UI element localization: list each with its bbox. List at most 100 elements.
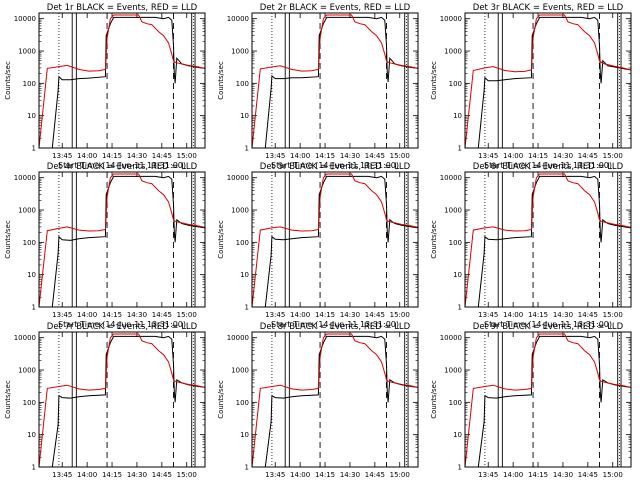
chart-panel: Det 1r BLACK = Events, RED = LLD Counts/s…	[4, 3, 206, 170]
x-tick-label: 14:45	[578, 471, 598, 479]
y-tick-label: 1	[245, 304, 249, 312]
y-tick-label: 1000	[231, 207, 249, 215]
y-tick-label: 10	[27, 112, 36, 120]
y-tick-label: 100	[236, 399, 249, 407]
x-tick-label: 15:00	[177, 471, 197, 479]
x-tick-label: 14:00	[503, 311, 523, 319]
y-tick-label: 10000	[440, 15, 462, 23]
x-tick-label: 13:45	[478, 311, 498, 319]
chart-panel: Det 4r BLACK = Events, RED = LLD Counts/s…	[4, 162, 206, 329]
events-series-line	[252, 335, 418, 467]
x-tick-label: 14:30	[340, 311, 360, 319]
y-tick-label: 10000	[14, 334, 36, 342]
events-series-line	[39, 335, 205, 467]
x-axis-label: Start Time (14-Jun-11 13:31:00)	[271, 320, 399, 329]
x-tick-label: 14:00	[77, 152, 97, 160]
y-tick-label: 10000	[14, 174, 36, 182]
chart-panel: Det 3r BLACK = Events, RED = LLD Counts/s…	[430, 3, 632, 170]
y-tick-label: 100	[236, 80, 249, 88]
events-series-line	[39, 175, 205, 307]
y-tick-label: 10	[453, 112, 462, 120]
y-tick-label: 1	[458, 304, 462, 312]
x-axis-label: Start Time (14-Jun-11 13:31:00)	[271, 161, 399, 170]
plot-frame	[464, 171, 632, 308]
x-tick-label: 13:45	[265, 311, 285, 319]
x-tick-label: 14:45	[152, 311, 172, 319]
plot-frame	[251, 171, 419, 308]
chart-panel: Det 2r BLACK = Events, RED = LLD Counts/s…	[217, 3, 419, 170]
y-tick-label: 1000	[18, 48, 36, 56]
y-tick-label: 100	[236, 239, 249, 247]
y-tick-label: 10000	[227, 174, 249, 182]
y-tick-label: 100	[449, 399, 462, 407]
x-tick-label: 15:00	[603, 471, 623, 479]
events-series-line	[465, 335, 631, 467]
x-tick-label: 14:15	[315, 152, 335, 160]
x-tick-label: 13:45	[478, 152, 498, 160]
lld-series-line	[39, 173, 205, 307]
y-tick-label: 10000	[440, 334, 462, 342]
chart-panel: Det 8r BLACK = Events, RED = LLD Counts/s…	[217, 322, 419, 479]
chart-panel: Det 9r BLACK = Events, RED = LLD Counts/s…	[430, 322, 632, 479]
y-tick-label: 1000	[444, 48, 462, 56]
y-tick-label: 1	[458, 464, 462, 472]
x-tick-label: 14:00	[77, 471, 97, 479]
y-axis-label: Counts/sec	[4, 220, 12, 259]
x-tick-label: 14:45	[578, 311, 598, 319]
x-tick-label: 14:00	[290, 152, 310, 160]
x-tick-label: 13:45	[478, 471, 498, 479]
plot-frame	[464, 331, 632, 468]
x-tick-label: 14:15	[102, 311, 122, 319]
x-tick-label: 14:00	[503, 152, 523, 160]
x-tick-label: 14:15	[528, 311, 548, 319]
x-tick-label: 15:00	[390, 152, 410, 160]
events-series-line	[465, 16, 631, 148]
x-axis-label: Start Time (14-Jun-11 13:31:00)	[58, 320, 186, 329]
events-series-line	[39, 16, 205, 148]
y-tick-label: 100	[449, 80, 462, 88]
x-tick-label: 14:15	[315, 311, 335, 319]
x-tick-label: 13:45	[52, 311, 72, 319]
y-axis-label: Counts/sec	[430, 380, 438, 419]
y-tick-label: 10	[453, 431, 462, 439]
series-group	[39, 333, 205, 467]
y-tick-label: 10	[240, 431, 249, 439]
plot-frame	[251, 12, 419, 149]
x-tick-label: 14:15	[102, 152, 122, 160]
y-tick-label: 10000	[227, 15, 249, 23]
x-tick-label: 13:45	[265, 152, 285, 160]
y-axis-label: Counts/sec	[430, 220, 438, 259]
x-tick-label: 15:00	[603, 311, 623, 319]
y-tick-label: 10000	[440, 174, 462, 182]
chart-title: Det 6r BLACK = Events, RED = LLD	[473, 162, 624, 172]
x-tick-label: 14:00	[77, 311, 97, 319]
x-tick-label: 14:45	[152, 471, 172, 479]
x-tick-label: 13:45	[52, 152, 72, 160]
chart-title: Det 7r BLACK = Events, RED = LLD	[47, 322, 198, 332]
series-group	[252, 173, 418, 307]
y-axis-label: Counts/sec	[217, 220, 225, 259]
chart-title: Det 4r BLACK = Events, RED = LLD	[47, 162, 198, 172]
x-tick-label: 13:45	[265, 471, 285, 479]
x-tick-label: 14:15	[528, 471, 548, 479]
x-tick-label: 14:45	[365, 471, 385, 479]
marker-lines	[58, 332, 196, 467]
chart-title: Det 2r BLACK = Events, RED = LLD	[260, 3, 411, 13]
y-tick-label: 10	[27, 431, 36, 439]
y-axis-label: Counts/sec	[217, 380, 225, 419]
chart-title: Det 9r BLACK = Events, RED = LLD	[473, 322, 624, 332]
y-tick-label: 10000	[14, 15, 36, 23]
y-tick-label: 1000	[231, 367, 249, 375]
events-series-line	[465, 175, 631, 307]
series-group	[252, 14, 418, 148]
lld-series-line	[465, 14, 631, 148]
x-tick-label: 14:45	[152, 152, 172, 160]
y-tick-label: 100	[23, 399, 36, 407]
chart-panel: Det 5r BLACK = Events, RED = LLD Counts/s…	[217, 162, 419, 329]
chart-panel: Det 7r BLACK = Events, RED = LLD Counts/s…	[4, 322, 206, 479]
x-tick-label: 14:30	[127, 471, 147, 479]
x-tick-label: 14:45	[578, 152, 598, 160]
chart-title: Det 1r BLACK = Events, RED = LLD	[47, 3, 198, 13]
x-tick-label: 14:00	[503, 471, 523, 479]
